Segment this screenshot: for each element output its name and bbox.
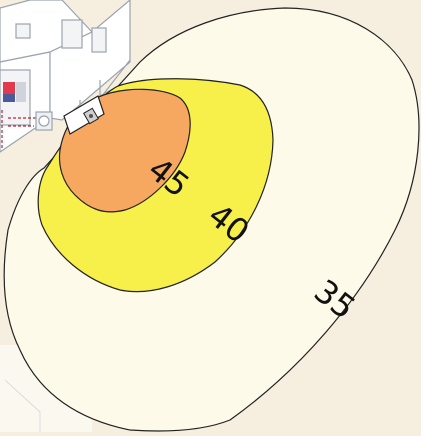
house-illustration	[0, 0, 131, 153]
sound-source-unit	[63, 95, 105, 135]
heat-exchanger-panel	[0, 69, 31, 126]
outdoor-unit	[35, 111, 53, 131]
